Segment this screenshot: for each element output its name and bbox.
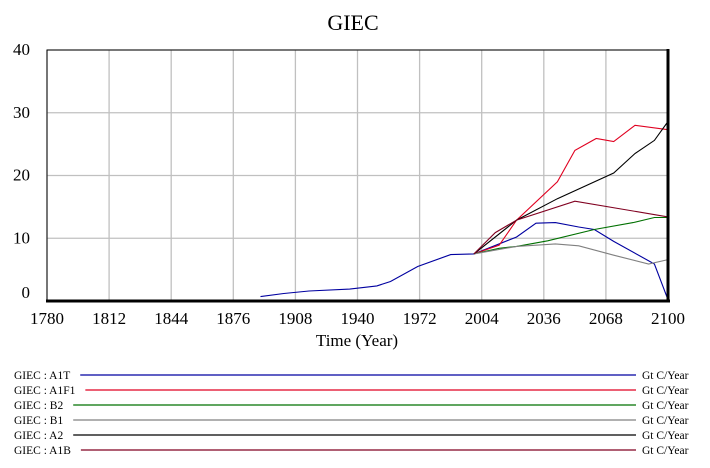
series-line bbox=[473, 124, 669, 255]
y-tick-label: 30 bbox=[13, 103, 30, 122]
legend-label: GIEC : B2 bbox=[14, 400, 63, 412]
legend-unit: Gt C/Year bbox=[642, 445, 689, 457]
y-tick-label: 20 bbox=[13, 166, 30, 185]
y-tick-label: 0 bbox=[22, 283, 31, 302]
grid bbox=[46, 49, 669, 302]
legend-label: GIEC : A2 bbox=[14, 430, 63, 442]
series-line bbox=[473, 200, 669, 255]
legend: GIEC : A1T Gt C/Year GIEC : A1F1 Gt C/Year G… bbox=[14, 370, 689, 457]
x-tick-label: 2100 bbox=[651, 309, 685, 328]
legend-label: GIEC : A1B bbox=[14, 445, 71, 457]
x-tick-label: 2004 bbox=[465, 309, 500, 328]
x-tick-label: 2068 bbox=[589, 309, 623, 328]
x-tick-label: 1908 bbox=[278, 309, 312, 328]
chart-title: GIEC bbox=[327, 10, 378, 35]
legend-unit: Gt C/Year bbox=[642, 400, 689, 412]
series-line bbox=[473, 216, 668, 255]
y-tick-labels: 0 10 20 30 40 bbox=[13, 40, 30, 302]
x-tick-label: 1780 bbox=[30, 309, 64, 328]
series-line bbox=[473, 121, 669, 255]
x-tick-label: 1844 bbox=[154, 309, 189, 328]
series-lines bbox=[260, 121, 669, 300]
x-tick-label: 1812 bbox=[92, 309, 126, 328]
legend-label: GIEC : A1F1 bbox=[14, 385, 76, 397]
series-line bbox=[260, 222, 669, 300]
legend-unit: Gt C/Year bbox=[642, 385, 689, 397]
x-axis-label: Time (Year) bbox=[316, 331, 398, 350]
x-tick-label: 2036 bbox=[527, 309, 561, 328]
legend-unit: Gt C/Year bbox=[642, 415, 689, 427]
x-tick-label: 1972 bbox=[403, 309, 437, 328]
x-tick-label: 1940 bbox=[341, 309, 375, 328]
legend-label: GIEC : B1 bbox=[14, 415, 63, 427]
x-tick-labels: 1780 1812 1844 1876 1908 1940 1972 2004 2036 2068… bbox=[30, 309, 685, 328]
legend-label: GIEC : A1T bbox=[14, 370, 70, 382]
legend-unit: Gt C/Year bbox=[642, 370, 689, 382]
series-line bbox=[473, 243, 669, 265]
x-tick-label: 1876 bbox=[216, 309, 250, 328]
legend-unit: Gt C/Year bbox=[642, 430, 689, 442]
y-tick-label: 10 bbox=[13, 228, 30, 247]
y-tick-label: 40 bbox=[13, 40, 30, 59]
